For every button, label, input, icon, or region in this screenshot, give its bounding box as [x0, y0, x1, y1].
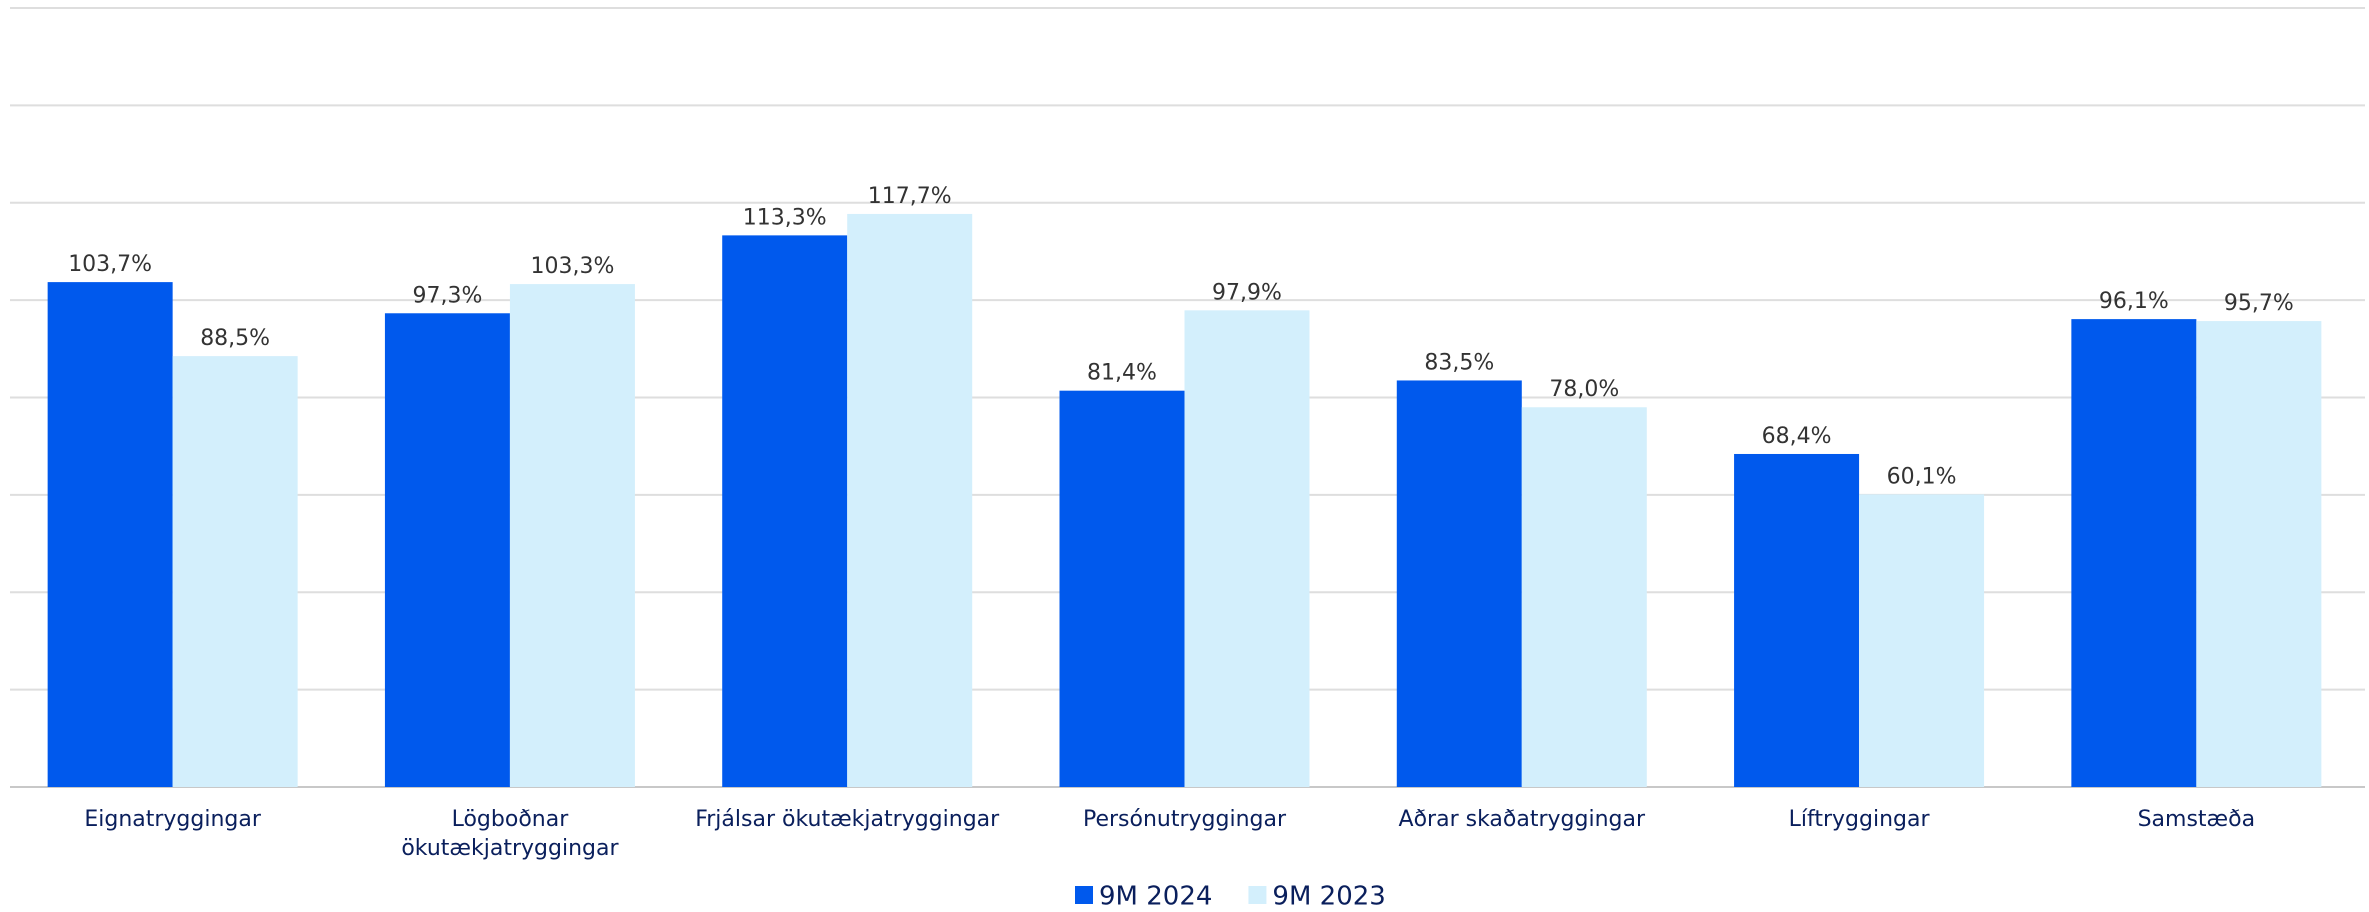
x-tick-label: Persónutryggingar: [1082, 807, 1287, 832]
bar: [47, 282, 173, 787]
value-label: 103,3%: [530, 254, 614, 279]
bar: [2196, 321, 2322, 787]
bar: [1734, 453, 1860, 787]
value-label: 60,1%: [1887, 464, 1957, 489]
bar: [172, 356, 298, 787]
value-label: 97,3%: [412, 283, 482, 308]
x-tick-label: Líftryggingar: [1788, 807, 1930, 832]
bar: [1859, 494, 1985, 787]
value-label: 96,1%: [2099, 289, 2169, 314]
legend-label: 9M 2023: [1272, 882, 1385, 912]
legend-label: 9M 2024: [1099, 882, 1212, 912]
bar: [1184, 310, 1310, 787]
value-label: 78,0%: [1549, 377, 1619, 402]
value-label: 97,9%: [1212, 280, 1282, 305]
value-label: 81,4%: [1087, 361, 1157, 386]
value-label: 103,7%: [68, 252, 152, 277]
x-tick-label: Aðrar skaðatryggingar: [1398, 807, 1646, 832]
bar: [509, 284, 635, 787]
value-label: 68,4%: [1762, 424, 1832, 449]
x-tick-label: Eignatryggingar: [84, 807, 261, 832]
bar: [1396, 380, 1522, 787]
legend-swatch: [1075, 886, 1093, 904]
bar: [2071, 319, 2197, 787]
bar: [384, 313, 510, 787]
bar: [1521, 407, 1647, 787]
value-label: 113,3%: [743, 205, 827, 230]
x-tick-label: Lögboðnar ökutækjatryggingar: [401, 807, 619, 861]
bar: [722, 235, 848, 788]
value-label: 88,5%: [200, 326, 270, 351]
value-label: 117,7%: [868, 184, 952, 209]
value-label: 95,7%: [2224, 291, 2294, 316]
bar: [847, 213, 973, 787]
x-tick-label: Samstæða: [2137, 807, 2256, 832]
legend-swatch: [1248, 886, 1267, 904]
bar: [1059, 390, 1185, 787]
x-tick-label: Frjálsar ökutækjatryggingar: [695, 807, 1000, 832]
value-label: 83,5%: [1424, 350, 1494, 375]
